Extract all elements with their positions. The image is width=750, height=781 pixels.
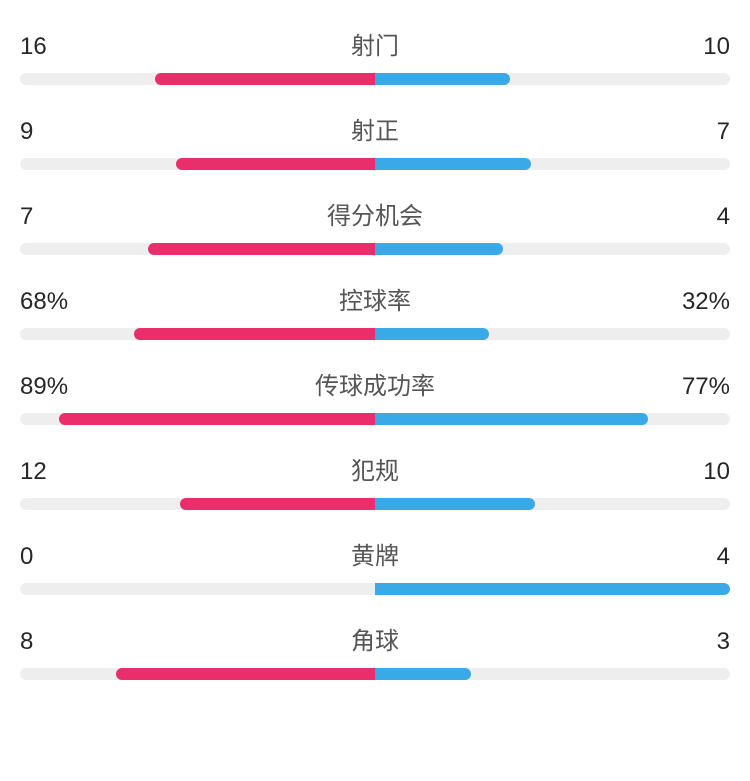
stat-bar-left-half — [20, 668, 375, 680]
stat-header: 89%传球成功率77% — [20, 366, 730, 401]
stat-bar-track — [20, 668, 730, 680]
stat-value-right: 77% — [670, 373, 730, 401]
stat-bar-left-half — [20, 158, 375, 170]
stat-bar-right-half — [375, 158, 730, 170]
stat-value-left: 16 — [20, 33, 80, 61]
stat-value-right: 4 — [670, 543, 730, 571]
stat-row: 7得分机会4 — [20, 196, 730, 255]
stat-row: 0黄牌4 — [20, 536, 730, 595]
stat-value-right: 3 — [670, 628, 730, 656]
stat-header: 68%控球率32% — [20, 281, 730, 316]
stat-value-left: 0 — [20, 543, 80, 571]
stat-bar-right-fill — [375, 413, 648, 425]
stat-bar-right-fill — [375, 668, 471, 680]
stat-bar-left-half — [20, 498, 375, 510]
stat-row: 16射门10 — [20, 26, 730, 85]
stat-bar-left-fill — [116, 668, 375, 680]
stat-header: 16射门10 — [20, 26, 730, 61]
stat-bar-right-fill — [375, 498, 535, 510]
stat-row: 68%控球率32% — [20, 281, 730, 340]
stat-label: 射正 — [80, 111, 670, 146]
stat-bar-right-half — [375, 243, 730, 255]
stat-bar-left-fill — [176, 158, 375, 170]
stat-value-left: 7 — [20, 203, 80, 231]
stat-bar-right-half — [375, 328, 730, 340]
stat-bar-right-fill — [375, 158, 531, 170]
stat-bar-track — [20, 328, 730, 340]
stat-label: 控球率 — [80, 281, 670, 316]
stat-bar-right-half — [375, 498, 730, 510]
stat-bar-left-half — [20, 583, 375, 595]
stat-value-right: 32% — [670, 288, 730, 316]
stat-bar-left-fill — [59, 413, 375, 425]
stat-value-left: 12 — [20, 458, 80, 486]
stat-bar-left-half — [20, 73, 375, 85]
stat-bar-track — [20, 243, 730, 255]
stat-bar-track — [20, 73, 730, 85]
stat-header: 9射正7 — [20, 111, 730, 146]
stat-bar-right-half — [375, 73, 730, 85]
stat-bar-left-half — [20, 328, 375, 340]
stat-value-left: 89% — [20, 373, 80, 401]
stat-value-right: 10 — [670, 458, 730, 486]
stat-bar-right-half — [375, 583, 730, 595]
stat-value-left: 9 — [20, 118, 80, 146]
stat-bar-left-fill — [155, 73, 375, 85]
stat-header: 12犯规10 — [20, 451, 730, 486]
stat-bar-right-fill — [375, 328, 489, 340]
stat-row: 8角球3 — [20, 621, 730, 680]
stat-label: 黄牌 — [80, 536, 670, 571]
stat-bar-right-half — [375, 413, 730, 425]
stat-bar-left-fill — [148, 243, 375, 255]
stat-label: 犯规 — [80, 451, 670, 486]
stat-row: 12犯规10 — [20, 451, 730, 510]
stat-bar-left-fill — [180, 498, 375, 510]
stat-bar-track — [20, 498, 730, 510]
stat-bar-right-fill — [375, 73, 510, 85]
stat-bar-track — [20, 413, 730, 425]
stat-label: 角球 — [80, 621, 670, 656]
stat-value-right: 7 — [670, 118, 730, 146]
stat-bar-right-fill — [375, 583, 730, 595]
stat-value-right: 4 — [670, 203, 730, 231]
stat-value-right: 10 — [670, 33, 730, 61]
stat-header: 8角球3 — [20, 621, 730, 656]
match-stats-panel: 16射门109射正77得分机会468%控球率32%89%传球成功率77%12犯规… — [20, 26, 730, 680]
stat-header: 7得分机会4 — [20, 196, 730, 231]
stat-row: 89%传球成功率77% — [20, 366, 730, 425]
stat-header: 0黄牌4 — [20, 536, 730, 571]
stat-bar-track — [20, 583, 730, 595]
stat-bar-track — [20, 158, 730, 170]
stat-bar-left-half — [20, 413, 375, 425]
stat-bar-left-half — [20, 243, 375, 255]
stat-bar-left-fill — [134, 328, 375, 340]
stat-bar-right-half — [375, 668, 730, 680]
stat-value-left: 68% — [20, 288, 80, 316]
stat-label: 射门 — [80, 26, 670, 61]
stat-value-left: 8 — [20, 628, 80, 656]
stat-row: 9射正7 — [20, 111, 730, 170]
stat-label: 传球成功率 — [80, 366, 670, 401]
stat-label: 得分机会 — [80, 196, 670, 231]
stat-bar-right-fill — [375, 243, 503, 255]
